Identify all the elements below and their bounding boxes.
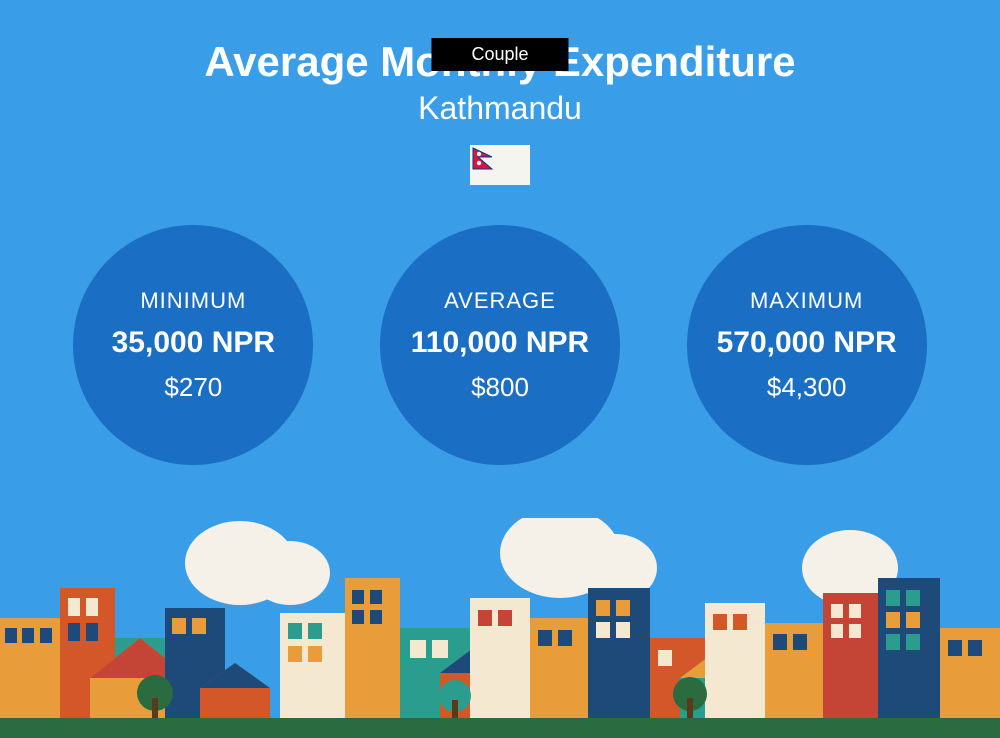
cityscape-illustration [0, 518, 1000, 738]
stat-circle-minimum: MINIMUM 35,000 NPR $270 [73, 225, 313, 465]
stat-label: AVERAGE [444, 288, 556, 314]
stat-label: MAXIMUM [750, 288, 863, 314]
badge-label: Couple [471, 44, 528, 64]
nepal-flag-icon [470, 145, 530, 185]
category-badge: Couple [431, 38, 568, 71]
stat-circle-maximum: MAXIMUM 570,000 NPR $4,300 [687, 225, 927, 465]
stats-row: MINIMUM 35,000 NPR $270 AVERAGE 110,000 … [0, 225, 1000, 465]
stat-usd: $800 [471, 372, 529, 403]
page-subtitle: Kathmandu [0, 90, 1000, 127]
flag-container [0, 145, 1000, 185]
stat-value: 110,000 NPR [411, 326, 589, 360]
stat-usd: $4,300 [767, 372, 847, 403]
stat-usd: $270 [164, 372, 222, 403]
stat-label: MINIMUM [140, 288, 246, 314]
stat-value: 570,000 NPR [717, 326, 897, 360]
stat-circle-average: AVERAGE 110,000 NPR $800 [380, 225, 620, 465]
stat-value: 35,000 NPR [112, 326, 275, 360]
